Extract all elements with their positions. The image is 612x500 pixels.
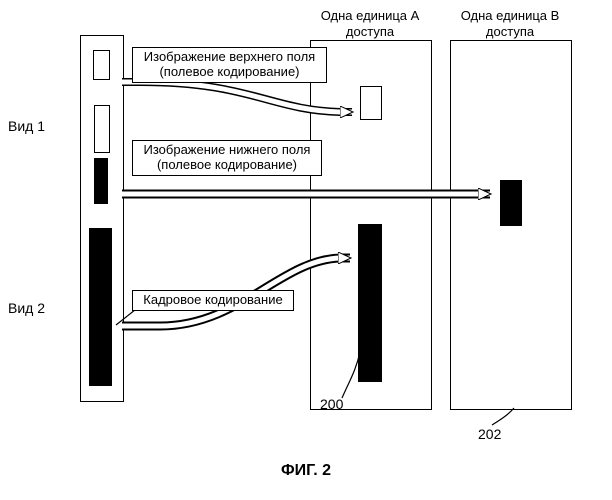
unitA-bot-solid <box>358 224 382 382</box>
figure-canvas: Одна единица A доступа Одна единица B до… <box>0 0 612 500</box>
topfield-line1: Изображение верхнего поля <box>144 49 315 64</box>
ref202-leader <box>492 408 514 425</box>
unitA-top-hollow <box>360 86 382 120</box>
ref-202: 202 <box>478 426 501 442</box>
src-bot-solid <box>89 228 112 386</box>
src-mid-hollow <box>94 105 110 153</box>
view2-label: Вид 2 <box>8 300 45 316</box>
topfield-label-box: Изображение верхнего поля (полевое кодир… <box>132 47 327 83</box>
bottomfield-line2: (полевое кодирование) <box>157 157 297 172</box>
view1-label: Вид 1 <box>8 118 45 134</box>
unitA-header-line1: Одна единица A <box>321 8 420 23</box>
ref-200: 200 <box>320 396 343 412</box>
bottomfield-label-box: Изображение нижнего поля (полевое кодиро… <box>132 140 322 176</box>
src-mid-solid <box>94 158 108 204</box>
topfield-line2: (полевое кодирование) <box>159 64 299 79</box>
unitB-header: Одна единица B доступа <box>450 8 570 39</box>
src-top-hollow <box>93 50 110 80</box>
unitA-header: Одна единица A доступа <box>310 8 430 39</box>
unitB-header-line2: доступа <box>486 24 534 39</box>
unitA-header-line2: доступа <box>346 24 394 39</box>
unitB-header-line1: Одна единица B <box>461 8 560 23</box>
bottomfield-line1: Изображение нижнего поля <box>144 142 311 157</box>
unitB-solid <box>500 180 522 226</box>
figure-caption: ФИГ. 2 <box>0 462 612 480</box>
framecoding-label-box: Кадровое кодирование <box>132 290 294 311</box>
framecoding-line1: Кадровое кодирование <box>143 292 282 307</box>
